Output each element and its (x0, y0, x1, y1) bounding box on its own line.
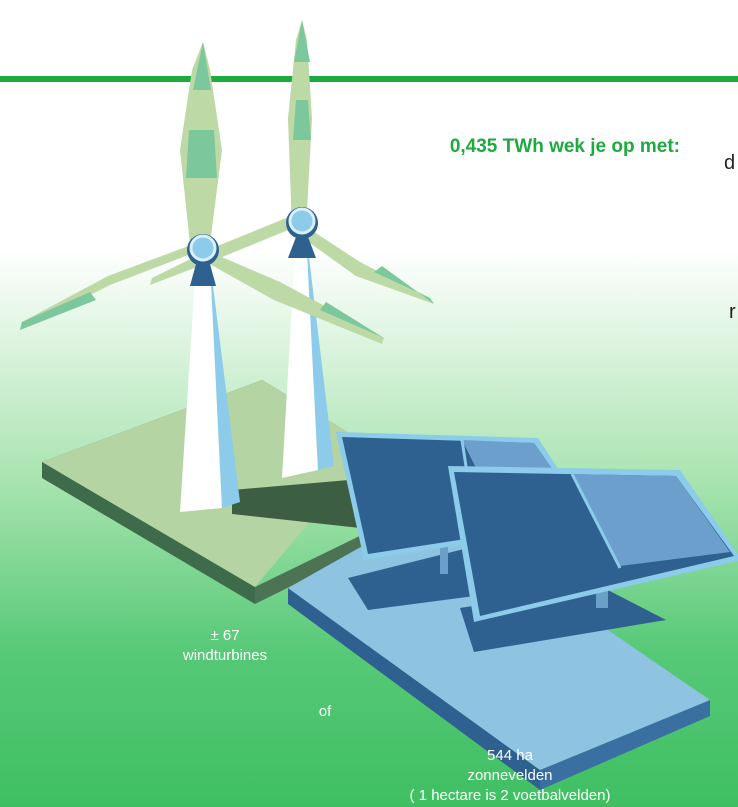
cutoff-text-d: d (724, 152, 736, 174)
solar-label: zonnevelden (467, 767, 553, 784)
or-label: of (318, 703, 332, 720)
solar-area: 544 ha (487, 747, 533, 764)
wind-turbine-front (20, 42, 384, 512)
wind-turbine-back (150, 20, 434, 478)
cutoff-text-r: r (729, 301, 736, 323)
wind-count: ± 67 (210, 627, 240, 644)
solar-note: ( 1 hectare is 2 voetbalvelden) (409, 787, 611, 804)
wind-label: windturbines (182, 647, 268, 664)
headline: 0,435 TWh wek je op met: (449, 136, 680, 157)
solar-panel-front (448, 466, 738, 622)
header-divider (0, 76, 738, 82)
